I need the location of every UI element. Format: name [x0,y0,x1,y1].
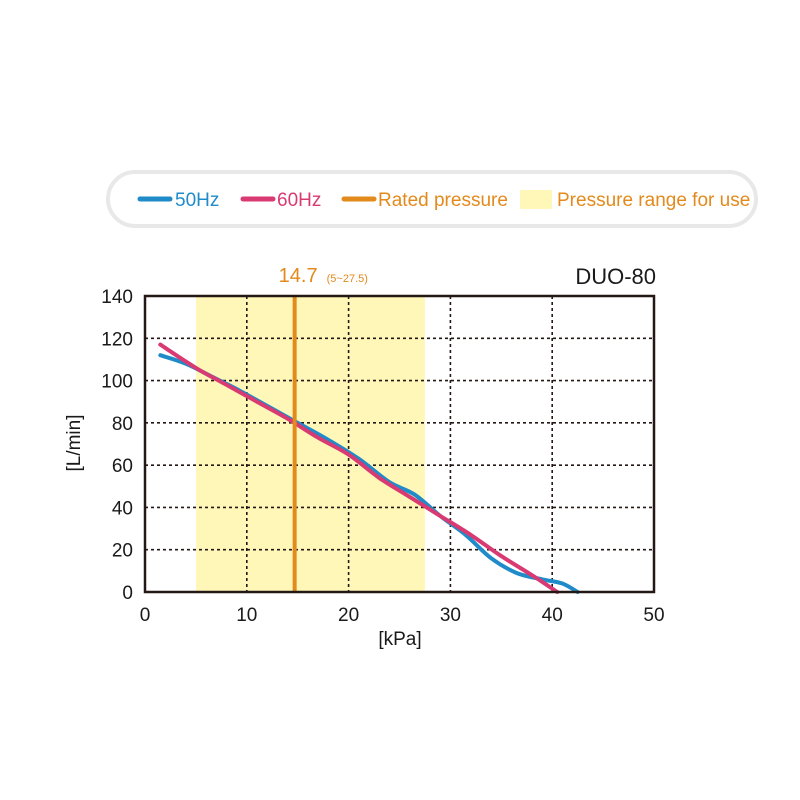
y-tick-label: 20 [112,541,133,562]
rated-pressure-value: 14.7 [279,265,318,287]
legend-rated-label: Rated pressure [378,190,508,211]
y-tick-label: 40 [112,498,133,519]
rated-pressure-range: (5~27.5) [327,273,368,285]
y-axis-title: [L/min] [64,414,85,471]
x-axis-title: [kPa] [378,629,421,650]
x-tick-label: 30 [440,605,461,626]
plot-frame [143,294,656,594]
y-tick-label: 60 [112,456,133,477]
x-tick-label: 20 [338,605,359,626]
x-tick-label: 40 [542,605,563,626]
series-line-60hz [158,342,560,594]
x-tick-label: 50 [643,605,664,626]
y-tick-label: 120 [101,329,133,350]
plot-area: 0 10 20 30 40 50 0 20 40 60 80 100 120 140 [101,287,664,626]
legend: 50Hz 60Hz Rated pressure Pressure range … [106,170,758,228]
chart-title: DUO-80 [575,264,656,289]
rated-pressure-annotation: 14.7 (5~27.5) [279,265,368,287]
x-tick-label: 0 [140,605,151,626]
legend-50hz-label: 50Hz [175,190,219,211]
y-tick-label: 0 [122,583,133,604]
legend-60hz-label: 60Hz [277,190,321,211]
legend-range-label: Pressure range for use [557,190,750,211]
pressure-range-band [195,296,425,592]
y-tick-label: 100 [101,372,133,393]
y-tick-label: 80 [112,414,133,435]
x-tick-label: 10 [236,605,257,626]
y-tick-label: 140 [101,287,133,308]
legend-box [106,170,758,228]
legend-range-swatch [520,190,552,209]
